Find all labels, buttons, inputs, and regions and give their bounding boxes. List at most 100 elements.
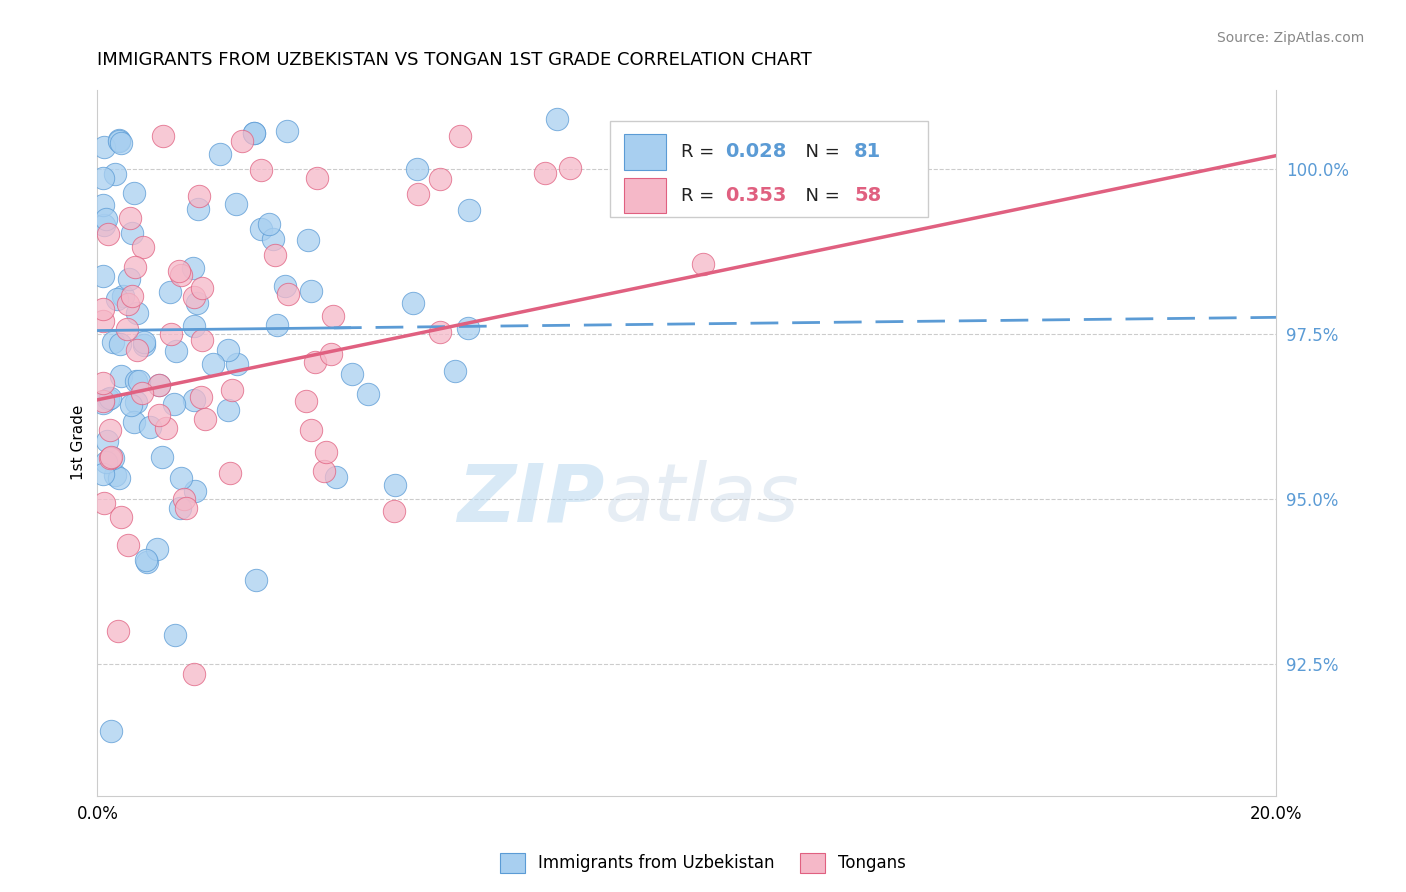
Point <box>405 161 427 176</box>
Point <box>152 128 174 143</box>
Point <box>117 538 139 552</box>
Point <box>165 628 187 642</box>
Point <box>183 666 205 681</box>
Point <box>315 445 337 459</box>
Point <box>122 186 145 200</box>
Point <box>160 327 183 342</box>
Point <box>277 286 299 301</box>
Point <box>91 376 114 390</box>
Point <box>91 197 114 211</box>
Point <box>184 484 207 499</box>
Point <box>560 161 582 175</box>
Point <box>384 478 406 492</box>
Point <box>138 419 160 434</box>
Text: 0.028: 0.028 <box>725 143 787 161</box>
Point <box>148 409 170 423</box>
Point <box>340 367 363 381</box>
Point <box>266 318 288 332</box>
Text: R =: R = <box>681 186 720 205</box>
Text: 81: 81 <box>853 143 882 161</box>
Point <box>167 264 190 278</box>
Point <box>692 257 714 271</box>
Point <box>429 172 451 186</box>
Point <box>194 412 217 426</box>
Point <box>131 385 153 400</box>
Point <box>217 403 239 417</box>
Point <box>429 326 451 340</box>
Point <box>124 260 146 275</box>
Point <box>122 415 145 429</box>
Point <box>98 423 121 437</box>
Point <box>108 134 131 148</box>
Point <box>295 394 318 409</box>
Bar <box>624 178 665 213</box>
Point <box>325 470 347 484</box>
Point <box>134 337 156 351</box>
Point <box>382 503 405 517</box>
Point <box>190 390 212 404</box>
Point <box>110 509 132 524</box>
Point <box>546 112 568 127</box>
Point <box>121 226 143 240</box>
Point <box>107 133 129 147</box>
Point <box>264 248 287 262</box>
Point <box>128 375 150 389</box>
Point <box>135 553 157 567</box>
Point <box>100 723 122 738</box>
Point <box>105 293 128 307</box>
Point <box>243 126 266 140</box>
Point <box>118 271 141 285</box>
Point <box>150 450 173 464</box>
Point <box>115 322 138 336</box>
Point <box>91 170 114 185</box>
Point <box>183 290 205 304</box>
Point <box>134 335 156 350</box>
Point <box>449 128 471 143</box>
Point <box>100 450 122 465</box>
Point <box>226 357 249 371</box>
Point <box>406 187 429 202</box>
Point <box>96 434 118 449</box>
Point <box>103 335 125 350</box>
Point <box>183 318 205 333</box>
Point <box>91 467 114 481</box>
Point <box>225 197 247 211</box>
Point <box>169 501 191 516</box>
Point <box>107 624 129 639</box>
Text: R =: R = <box>681 143 720 161</box>
Point <box>444 364 467 378</box>
Point <box>94 455 117 469</box>
Point <box>170 471 193 485</box>
Point <box>97 227 120 241</box>
Point <box>163 397 186 411</box>
Text: 0.353: 0.353 <box>725 186 787 205</box>
Point <box>457 321 479 335</box>
Point <box>221 384 243 398</box>
Point <box>402 296 425 310</box>
Point <box>262 231 284 245</box>
Point <box>187 202 209 217</box>
Point <box>231 134 253 148</box>
Y-axis label: 1st Grade: 1st Grade <box>72 405 86 481</box>
Point <box>136 555 159 569</box>
Point <box>104 468 127 483</box>
Bar <box>624 135 665 169</box>
Point <box>91 301 114 316</box>
Point <box>110 136 132 150</box>
Point <box>104 167 127 181</box>
Text: atlas: atlas <box>605 460 799 538</box>
Point <box>249 222 271 236</box>
Legend: Immigrants from Uzbekistan, Tongans: Immigrants from Uzbekistan, Tongans <box>494 847 912 880</box>
Point <box>174 500 197 515</box>
Point <box>312 464 335 478</box>
Text: ZIP: ZIP <box>457 460 605 538</box>
Point <box>93 218 115 232</box>
Point <box>259 217 281 231</box>
Text: Source: ZipAtlas.com: Source: ZipAtlas.com <box>1216 31 1364 45</box>
Point <box>181 260 204 275</box>
Point <box>125 394 148 409</box>
Point <box>108 471 131 485</box>
Point <box>243 126 266 140</box>
Point <box>165 343 187 358</box>
Point <box>299 284 322 298</box>
